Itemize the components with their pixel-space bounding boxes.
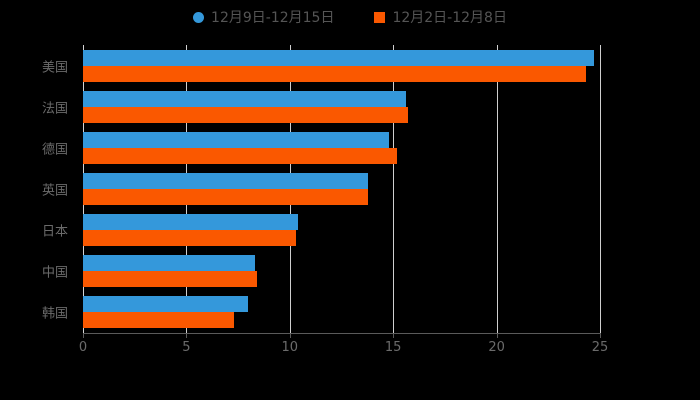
bar[interactable] (83, 49, 594, 66)
x-tick-label-10: 10 (281, 340, 299, 355)
x-tick-mark-15 (393, 333, 395, 338)
bar[interactable] (83, 255, 255, 272)
legend-item-series-1[interactable]: 12月2日-12月8日 (374, 7, 507, 27)
x-tick-mark-10 (289, 333, 291, 338)
y-axis-label-3: 英国 (41, 183, 68, 199)
legend-marker-square-orange (374, 11, 386, 23)
x-tick-label-0: 0 (78, 340, 88, 355)
bar[interactable] (83, 214, 299, 231)
bar[interactable] (83, 271, 257, 288)
y-axis-label-1: 法国 (41, 101, 68, 117)
x-tick-mark-25 (600, 333, 601, 338)
legend-label-series-1: 12月2日-12月8日 (392, 10, 507, 26)
y-axis-label-2: 德国 (41, 142, 68, 158)
bar[interactable] (83, 230, 296, 247)
x-axis-line (83, 333, 601, 334)
bar[interactable] (83, 65, 586, 82)
bar-group (83, 255, 600, 288)
bar[interactable] (83, 173, 369, 189)
x-tick-mark-20 (496, 333, 498, 338)
bar[interactable] (83, 90, 406, 107)
y-axis-label-0: 美国 (41, 60, 68, 76)
legend-item-series-0[interactable]: 12月9日-12月15日 (193, 7, 334, 27)
plot-area (83, 45, 601, 333)
bar-group (83, 131, 600, 164)
bar[interactable] (83, 147, 398, 164)
x-tick-mark-0 (83, 333, 84, 338)
x-tick-label-20: 20 (488, 340, 505, 355)
bar[interactable] (83, 106, 408, 123)
x-tick-label-5: 5 (182, 340, 191, 355)
y-axis-categories: 美国法国德国英国日本中国韩国 (0, 45, 78, 333)
bar-series-container (83, 45, 600, 333)
y-axis-label-5: 中国 (41, 265, 68, 281)
gridline-20 (496, 45, 498, 333)
bar-group (83, 214, 600, 247)
bar[interactable] (83, 312, 234, 329)
legend-label-series-0: 12月9日-12月15日 (211, 10, 335, 26)
gridline-15 (393, 45, 395, 333)
x-tick-label-15: 15 (384, 340, 402, 355)
x-tick-label-25: 25 (591, 340, 609, 355)
bar[interactable] (83, 131, 390, 148)
x-axis-ticks: 0 5 10 15 20 25 (79, 333, 608, 359)
bar-group (83, 173, 600, 205)
x-tick-mark-5 (186, 333, 188, 338)
y-axis-label-4: 日本 (41, 224, 68, 240)
bar[interactable] (83, 296, 249, 313)
bar[interactable] (83, 189, 369, 205)
bar-group (83, 90, 600, 123)
y-axis-label-6: 韩国 (41, 306, 68, 322)
legend-marker-circle-blue (193, 11, 205, 23)
bar-group (83, 296, 600, 329)
gridline-25 (600, 45, 601, 333)
chart-legend: 12月9日-12月15日 12月2日-12月8日 (0, 4, 700, 30)
bar-group (83, 49, 600, 82)
